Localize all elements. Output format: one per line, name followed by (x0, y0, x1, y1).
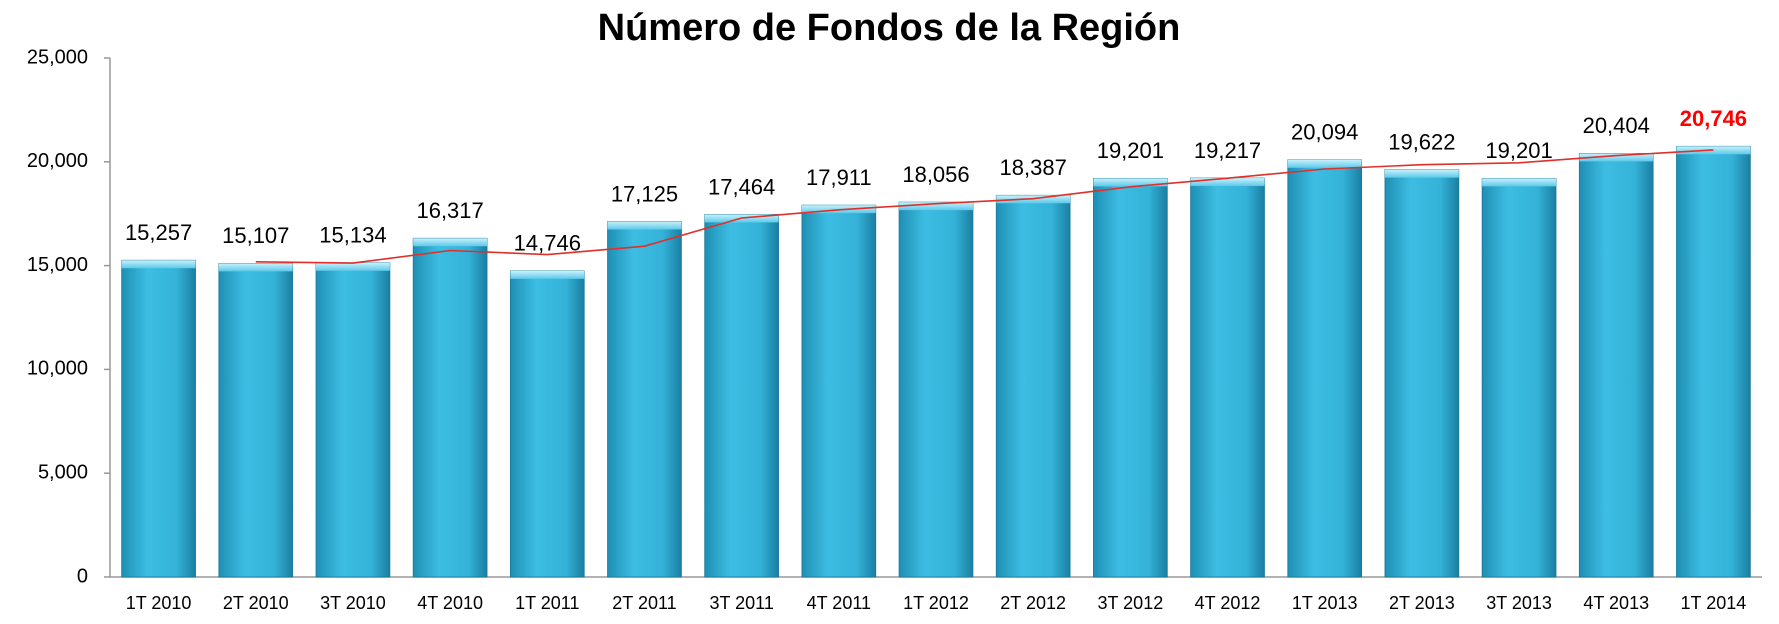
value-label: 18,056 (902, 162, 969, 187)
value-label: 20,094 (1291, 120, 1358, 145)
y-tick-label: 20,000 (27, 150, 88, 172)
x-tick-label: 3T 2011 (709, 593, 773, 613)
bar-cap (607, 221, 682, 230)
x-tick-label: 3T 2012 (1097, 593, 1163, 613)
x-tick-label: 2T 2010 (223, 593, 289, 613)
bar (218, 262, 294, 578)
bar-cap (1482, 178, 1556, 187)
x-tick-label: 2T 2011 (612, 593, 676, 613)
x-tick-label: 2T 2013 (1389, 593, 1455, 613)
bar (1287, 159, 1363, 578)
chart-title: Número de Fondos de la Región (598, 7, 1181, 49)
bar-cap (218, 263, 293, 272)
bar (898, 201, 974, 578)
x-tick-label: 1T 2010 (126, 593, 192, 613)
value-label: 19,622 (1388, 129, 1455, 154)
bar-cap (316, 262, 390, 271)
value-label: 18,387 (1000, 155, 1067, 180)
bar-cap (121, 260, 196, 269)
value-label: 16,317 (416, 198, 483, 223)
bar (121, 259, 196, 578)
bar (509, 270, 585, 578)
bar (1676, 145, 1751, 578)
bar-cap (1190, 178, 1265, 187)
bar-cap (1384, 169, 1459, 178)
value-label: 15,107 (222, 223, 289, 248)
bar (995, 194, 1071, 578)
x-tick-label: 1T 2013 (1292, 593, 1358, 613)
y-tick-label: 25,000 (27, 46, 88, 68)
y-tick-label: 10,000 (27, 358, 88, 380)
x-tick-label: 4T 2012 (1195, 593, 1261, 613)
value-label: 17,911 (806, 165, 872, 190)
value-label: 19,217 (1194, 138, 1261, 163)
bar-cap (1579, 153, 1654, 162)
value-label: 19,201 (1097, 138, 1164, 163)
value-label: 20,404 (1583, 113, 1650, 138)
y-tick-label: 0 (77, 565, 88, 587)
trend-line (255, 149, 1714, 264)
bar (607, 221, 682, 578)
bar (412, 237, 488, 578)
x-tick-label: 3T 2010 (320, 593, 386, 613)
y-tick-label: 5,000 (38, 461, 88, 483)
x-tick-label: 3T 2013 (1486, 593, 1552, 613)
bar (1481, 177, 1557, 578)
bar-cap (1287, 159, 1362, 168)
value-label: 19,201 (1485, 138, 1552, 163)
x-tick-label: 4T 2013 (1583, 593, 1649, 613)
bar (801, 204, 877, 578)
bar (1093, 177, 1168, 578)
x-tick-label: 1T 2014 (1681, 593, 1747, 613)
bar (704, 214, 779, 578)
bar (1190, 177, 1265, 578)
bar (1384, 169, 1460, 578)
value-label: 15,257 (125, 220, 192, 245)
bar-cap (899, 202, 973, 211)
value-label: 20,746 (1680, 106, 1747, 131)
bar-cap (1093, 178, 1168, 187)
bar (315, 262, 391, 578)
x-tick-label: 4T 2010 (417, 593, 483, 613)
x-tick-label: 4T 2011 (807, 593, 871, 613)
value-label: 15,134 (319, 223, 386, 248)
x-tick-label: 1T 2012 (903, 593, 969, 613)
value-label: 17,464 (708, 174, 775, 199)
bar (1578, 153, 1654, 578)
value-label: 14,746 (514, 231, 581, 256)
value-label: 17,125 (611, 181, 678, 206)
bar-cap (413, 238, 488, 247)
x-tick-label: 1T 2011 (515, 593, 579, 613)
x-tick-label: 2T 2012 (1000, 593, 1066, 613)
y-tick-label: 15,000 (27, 254, 88, 276)
bar-cap (510, 270, 585, 279)
